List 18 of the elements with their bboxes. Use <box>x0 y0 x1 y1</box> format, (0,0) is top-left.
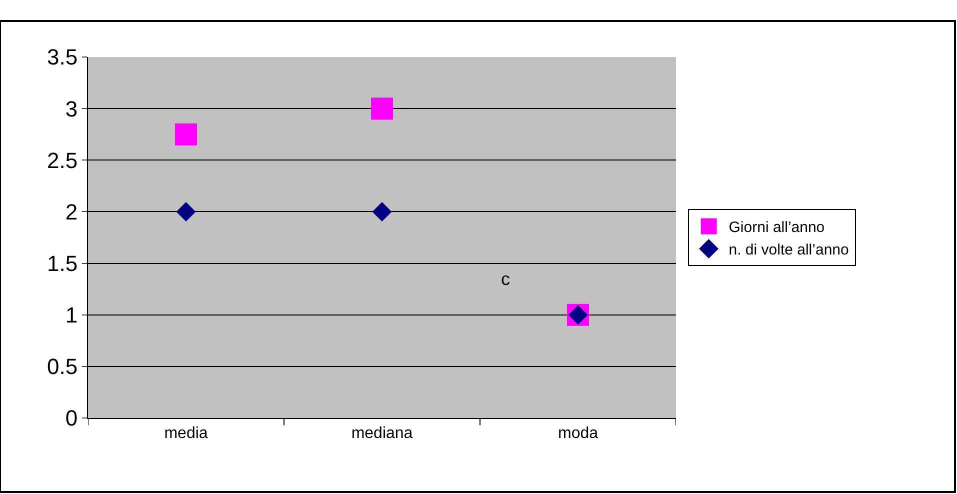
y-tick-label: 0.5 <box>47 354 78 380</box>
legend-label: n. di volte all’anno <box>728 242 849 259</box>
x-tick-label: moda <box>558 425 598 442</box>
annotation: c <box>501 269 510 289</box>
point <box>176 202 196 222</box>
point <box>175 123 197 146</box>
point <box>372 202 392 222</box>
y-tick-label: 3 <box>65 96 78 122</box>
y-tick-label: 0 <box>65 406 78 431</box>
y-tick-label: 1 <box>65 302 78 328</box>
y-tick-label: 1.5 <box>47 250 78 276</box>
x-tick-label: mediana <box>351 425 413 442</box>
y-tick-label: 2 <box>65 199 78 224</box>
y-tick-label: 2.5 <box>47 148 78 173</box>
point <box>371 98 393 120</box>
legend-label: Giorni all’anno <box>728 219 825 236</box>
x-tick-label: media <box>164 425 208 442</box>
y-tick-label: 3.5 <box>47 44 78 70</box>
